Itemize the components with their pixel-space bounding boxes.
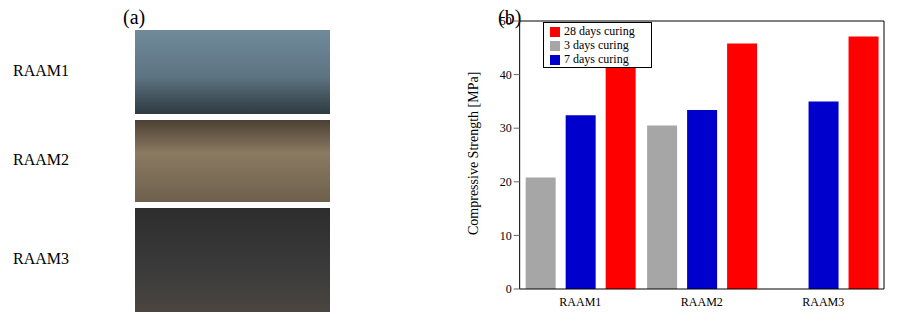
svg-text:10: 10 [500,229,512,243]
svg-text:RAAM3: RAAM3 [802,295,844,309]
svg-text:50: 50 [500,14,512,28]
svg-text:0: 0 [506,282,512,296]
svg-text:40: 40 [500,68,512,82]
svg-text:20: 20 [500,175,512,189]
svg-text:RAAM2: RAAM2 [681,295,723,309]
svg-text:30: 30 [500,121,512,135]
svg-text:Compressive Strength [MPa]: Compressive Strength [MPa] [466,72,481,235]
svg-text:RAAM1: RAAM1 [559,295,601,309]
